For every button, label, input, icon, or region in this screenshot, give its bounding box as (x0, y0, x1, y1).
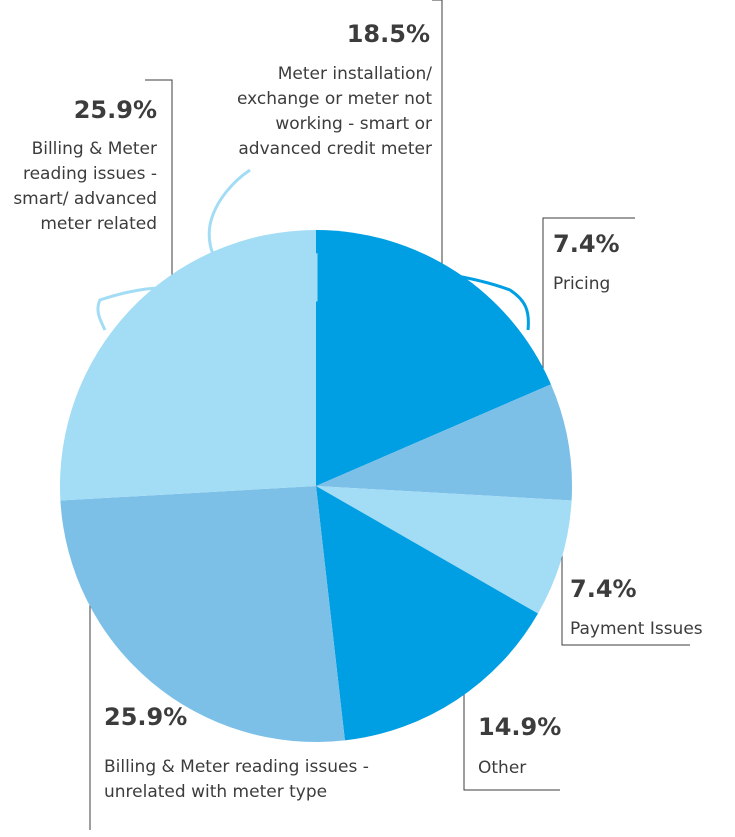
pie-slice (60, 230, 316, 500)
pie (60, 230, 572, 742)
leader-line (432, 0, 442, 300)
category-label: Other (478, 756, 526, 781)
category-label: Payment Issues (570, 617, 703, 642)
category-label: Billing & Meter reading issues - smart/ … (0, 137, 157, 237)
category-label: Pricing (553, 272, 610, 297)
page: {"chart_data": {"type": "pie", "categori… (0, 0, 735, 837)
value-label: 25.9% (104, 703, 187, 731)
stem (300, 255, 316, 300)
category-label: Meter installation/ exchange or meter no… (217, 62, 432, 162)
value-label: 18.5% (347, 20, 430, 48)
value-label: 14.9% (478, 713, 561, 741)
value-label: 25.9% (74, 96, 157, 124)
value-label: 7.4% (553, 230, 620, 258)
category-label: Billing & Meter reading issues - unrelat… (104, 755, 369, 805)
value-label: 7.4% (570, 575, 637, 603)
